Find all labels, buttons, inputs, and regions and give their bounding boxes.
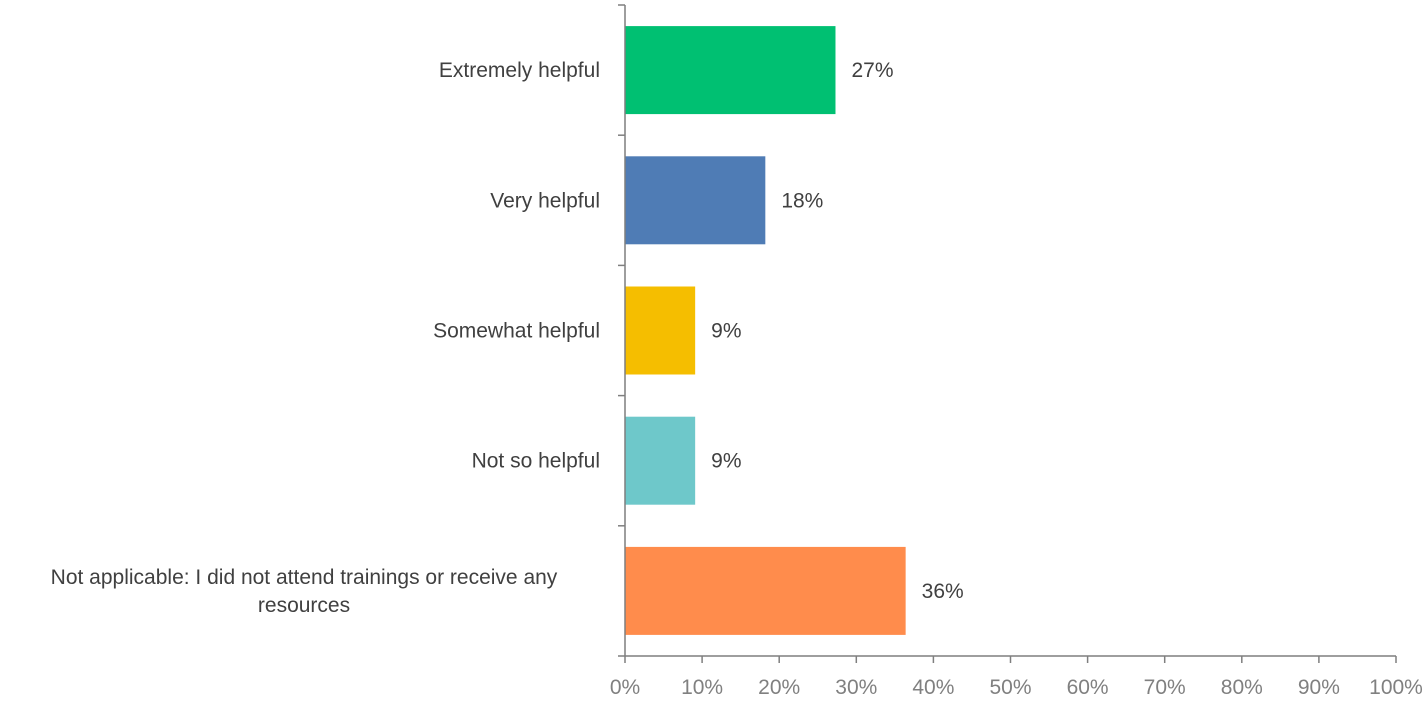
bar-5	[625, 546, 906, 635]
x-tick-label-0: 0%	[610, 676, 640, 699]
x-tick-label-1: 10%	[681, 676, 723, 699]
data-label-5: 36%	[922, 580, 964, 603]
bars-layer	[625, 26, 906, 635]
bar-3	[625, 286, 696, 375]
category-label-4: Not so helpful	[472, 450, 600, 473]
x-tick-label-8: 80%	[1221, 676, 1263, 699]
data-label-3: 9%	[711, 320, 741, 343]
x-tick-label-3: 30%	[835, 676, 877, 699]
axes-layer	[618, 4, 1397, 663]
category-label-2: Very helpful	[490, 189, 600, 212]
x-tick-label-5: 50%	[989, 676, 1031, 699]
data-label-2: 18%	[781, 189, 823, 212]
x-tick-label-9: 90%	[1298, 676, 1340, 699]
x-tick-label-4: 40%	[912, 676, 954, 699]
bar-2	[625, 156, 766, 245]
x-tick-label-10: 100%	[1369, 676, 1423, 699]
data-label-1: 27%	[851, 59, 893, 82]
data-label-4: 9%	[711, 450, 741, 473]
x-tick-label-7: 70%	[1144, 676, 1186, 699]
category-label-3: Somewhat helpful	[433, 320, 600, 343]
labels-layer: 27% Extremely helpful 18% Very helpful 9% Som…	[51, 59, 1423, 699]
bar-4	[625, 416, 696, 505]
bar-1	[625, 26, 836, 115]
category-label-1: Extremely helpful	[439, 59, 600, 82]
category-label-5: Not applicable: I did not attend trainin…	[51, 566, 558, 617]
x-tick-label-6: 60%	[1067, 676, 1109, 699]
x-tick-label-2: 20%	[758, 676, 800, 699]
